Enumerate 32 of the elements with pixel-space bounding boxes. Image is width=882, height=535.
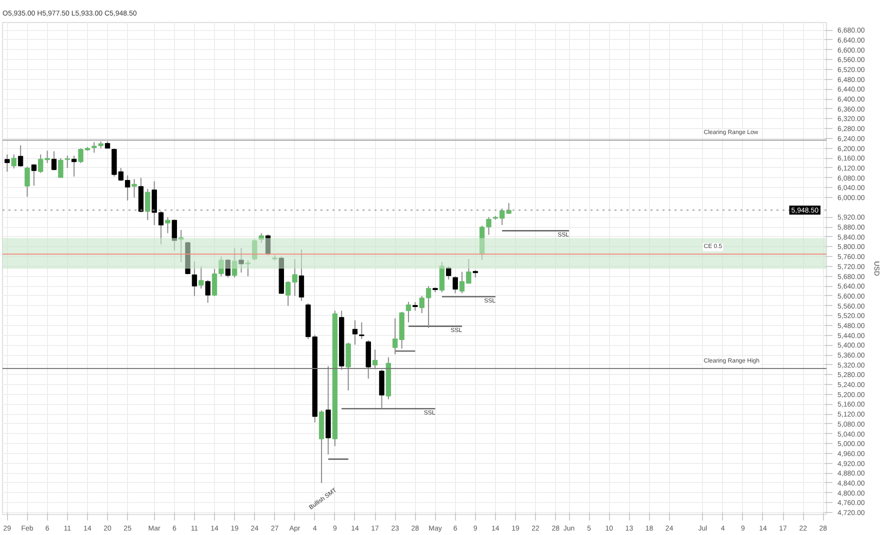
candlestick — [346, 342, 351, 391]
candlestick — [198, 266, 204, 290]
candlestick — [225, 258, 230, 278]
candlestick — [252, 238, 258, 261]
candlestick — [145, 188, 150, 221]
candlestick — [245, 260, 251, 277]
candlestick — [4, 154, 10, 172]
candlestick — [452, 276, 458, 294]
candlestick — [265, 234, 271, 256]
candlestick — [64, 155, 70, 168]
candlestick — [24, 166, 30, 198]
candlestick — [31, 164, 37, 186]
candlestick — [205, 279, 210, 304]
candlestick — [372, 349, 378, 370]
candlestick — [172, 219, 177, 251]
candlestick — [192, 260, 198, 296]
candlestick — [232, 247, 238, 278]
candlestick — [238, 247, 244, 274]
candlestick — [178, 229, 184, 263]
candlestick — [58, 158, 64, 178]
candlestick — [18, 144, 24, 168]
candlestick — [165, 216, 170, 234]
candlestick — [359, 322, 364, 340]
candlestick — [71, 155, 77, 178]
candlestick — [298, 248, 304, 302]
candlestick — [406, 301, 412, 323]
candlestick — [51, 150, 57, 171]
candlestick — [446, 266, 452, 280]
candlestick — [11, 154, 16, 169]
candlestick — [352, 320, 358, 346]
candlestick — [132, 178, 137, 198]
candlestick — [258, 232, 264, 244]
